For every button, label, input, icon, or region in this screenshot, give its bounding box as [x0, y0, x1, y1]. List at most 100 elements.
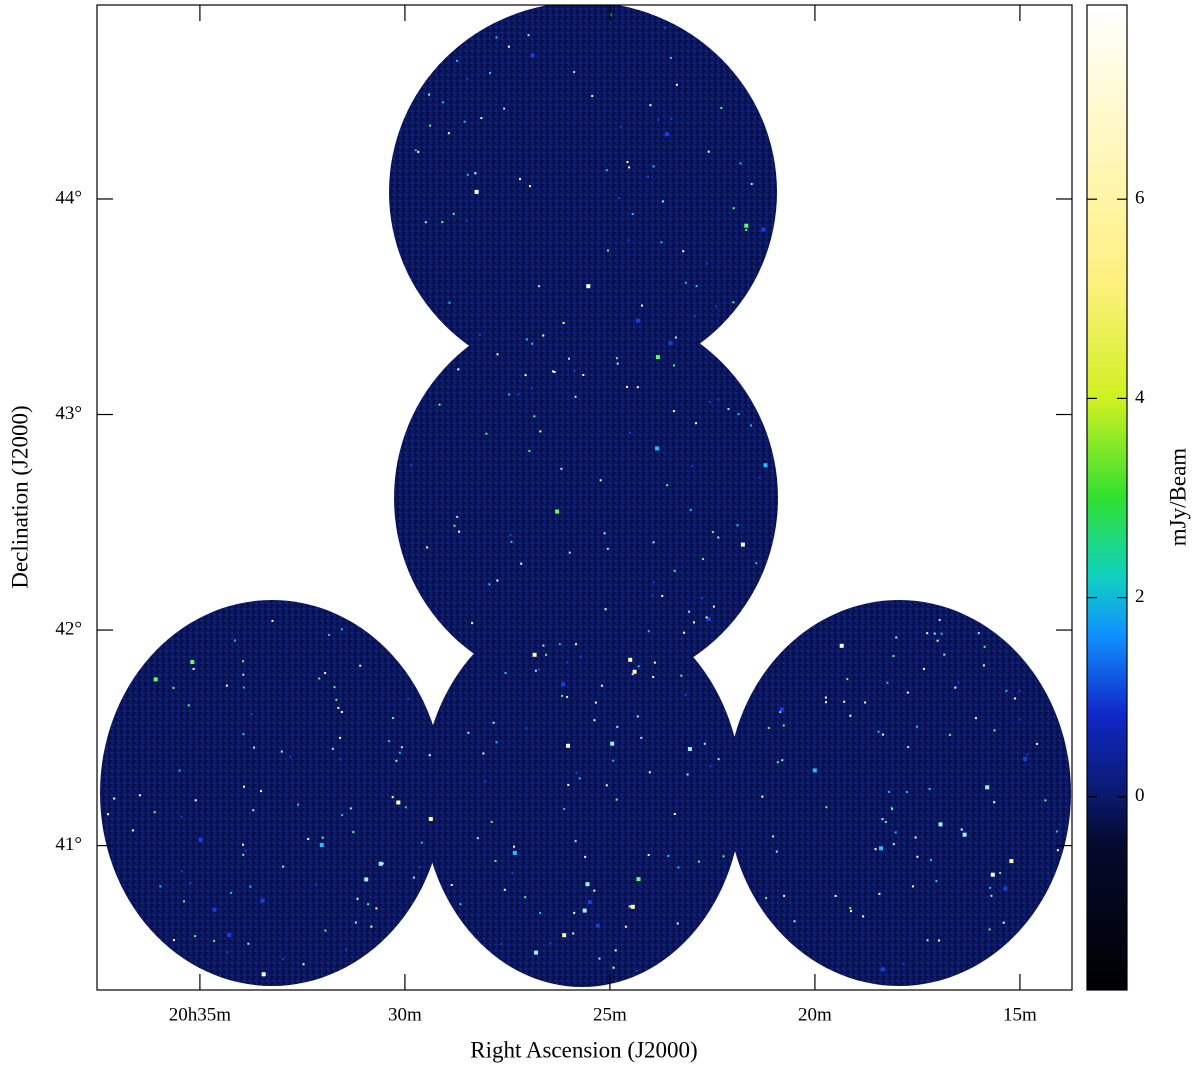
source [566, 661, 569, 664]
source [555, 509, 560, 514]
source [503, 888, 506, 891]
source [388, 740, 390, 743]
source [846, 678, 849, 681]
source [884, 821, 887, 823]
source [466, 173, 469, 176]
source [566, 695, 569, 698]
source [616, 362, 619, 365]
source [496, 353, 499, 356]
source [763, 463, 768, 468]
source [524, 374, 527, 377]
source [567, 784, 570, 786]
colorbar-tick-label: 0 [1135, 785, 1145, 806]
source [688, 610, 691, 613]
source [674, 336, 677, 339]
source [367, 903, 370, 906]
source [776, 761, 779, 764]
source [1056, 830, 1058, 833]
source [227, 933, 232, 938]
source [485, 432, 488, 435]
source [775, 850, 778, 853]
source [573, 370, 576, 373]
source [260, 898, 265, 903]
source [453, 524, 456, 527]
x-tick-label: 20m [798, 1004, 832, 1025]
source [894, 831, 897, 834]
source [834, 895, 837, 897]
source [520, 562, 523, 565]
source [534, 669, 537, 672]
source [720, 107, 723, 109]
source [626, 385, 629, 388]
source [579, 655, 582, 658]
source [745, 228, 748, 231]
source [926, 939, 929, 942]
source [717, 758, 720, 761]
source [600, 684, 603, 687]
source [612, 759, 615, 762]
source [755, 562, 758, 565]
source [517, 393, 520, 396]
source [664, 26, 667, 29]
source [441, 221, 444, 224]
source [480, 117, 483, 120]
source [513, 845, 515, 848]
source [715, 305, 718, 308]
source [1026, 753, 1029, 756]
source [356, 897, 359, 900]
source [684, 281, 687, 284]
source [673, 813, 676, 815]
source [341, 814, 344, 817]
source [407, 697, 410, 700]
source [584, 855, 587, 858]
source [691, 465, 694, 468]
source [693, 315, 696, 317]
source [701, 597, 704, 599]
source [378, 861, 383, 866]
source [494, 860, 497, 862]
source [603, 532, 606, 535]
source [242, 853, 245, 856]
source [772, 835, 775, 838]
x-tick-label: 30m [388, 1004, 422, 1025]
source [636, 877, 641, 882]
source [1003, 886, 1008, 891]
source [916, 855, 919, 858]
source [563, 808, 566, 810]
source [467, 731, 470, 734]
source [907, 746, 910, 749]
source [1018, 718, 1021, 721]
source [985, 785, 990, 790]
source [628, 905, 631, 908]
source [940, 632, 943, 635]
source [452, 212, 455, 215]
source [664, 132, 669, 137]
colorbar [1086, 4, 1128, 991]
source [574, 840, 577, 843]
source [568, 357, 570, 360]
source [687, 747, 692, 751]
source [297, 803, 300, 806]
source [392, 717, 394, 719]
source [560, 467, 563, 470]
source [902, 963, 905, 966]
source [153, 677, 158, 682]
source [247, 942, 250, 945]
source [307, 838, 310, 840]
source [705, 616, 708, 619]
source [508, 393, 511, 396]
sources [107, 13, 1059, 977]
source [916, 725, 918, 728]
source [370, 925, 373, 928]
source [652, 541, 655, 544]
source [652, 676, 655, 678]
source [824, 696, 827, 699]
source [500, 942, 503, 945]
source [677, 866, 680, 869]
source [328, 634, 331, 636]
source [591, 95, 594, 97]
source [398, 751, 401, 754]
source [420, 841, 423, 844]
source [172, 686, 175, 689]
source [615, 798, 618, 801]
